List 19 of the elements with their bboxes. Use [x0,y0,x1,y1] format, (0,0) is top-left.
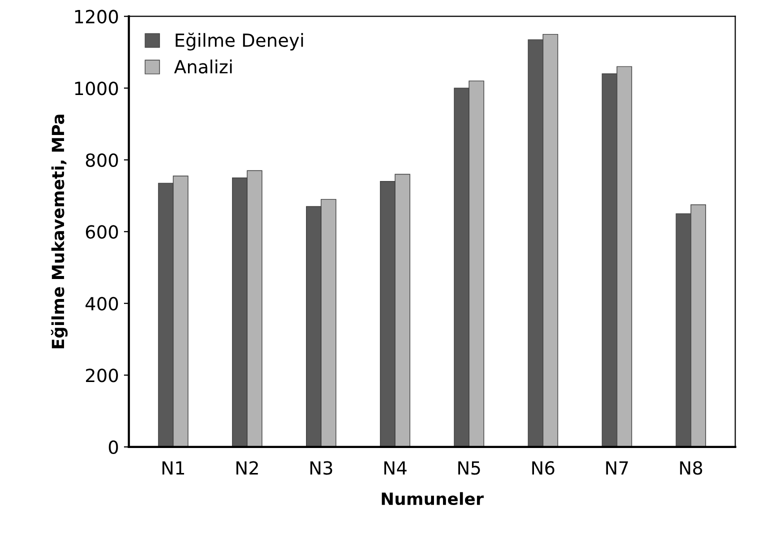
x-tick-label: N8 [680,461,702,475]
y-tick-label: 200 [86,368,118,382]
x-axis-title: Numuneler [382,492,484,506]
legend-label: Eğilme Deneyi [176,32,303,51]
x-tick-label: N5 [458,461,480,475]
x-tick-label: N2 [236,461,258,475]
y-tick-label: 1000 [75,82,118,96]
x-tick-label: N3 [310,461,332,475]
y-tick-label: 0 [108,440,118,454]
y-tick-label: 600 [86,225,118,239]
y-tick-label: 1200 [75,10,118,24]
x-tick-label: N7 [606,461,628,475]
x-tick-label: N4 [384,461,407,475]
y-tick-label: 400 [86,296,118,310]
y-tick-label: 800 [86,153,118,167]
x-tick-label: N6 [532,461,554,475]
x-tick-label: N1 [162,461,184,475]
legend-label: Analizi [174,60,232,74]
y-axis-title: Eğilme Mukavemeti, MPa [50,114,68,348]
